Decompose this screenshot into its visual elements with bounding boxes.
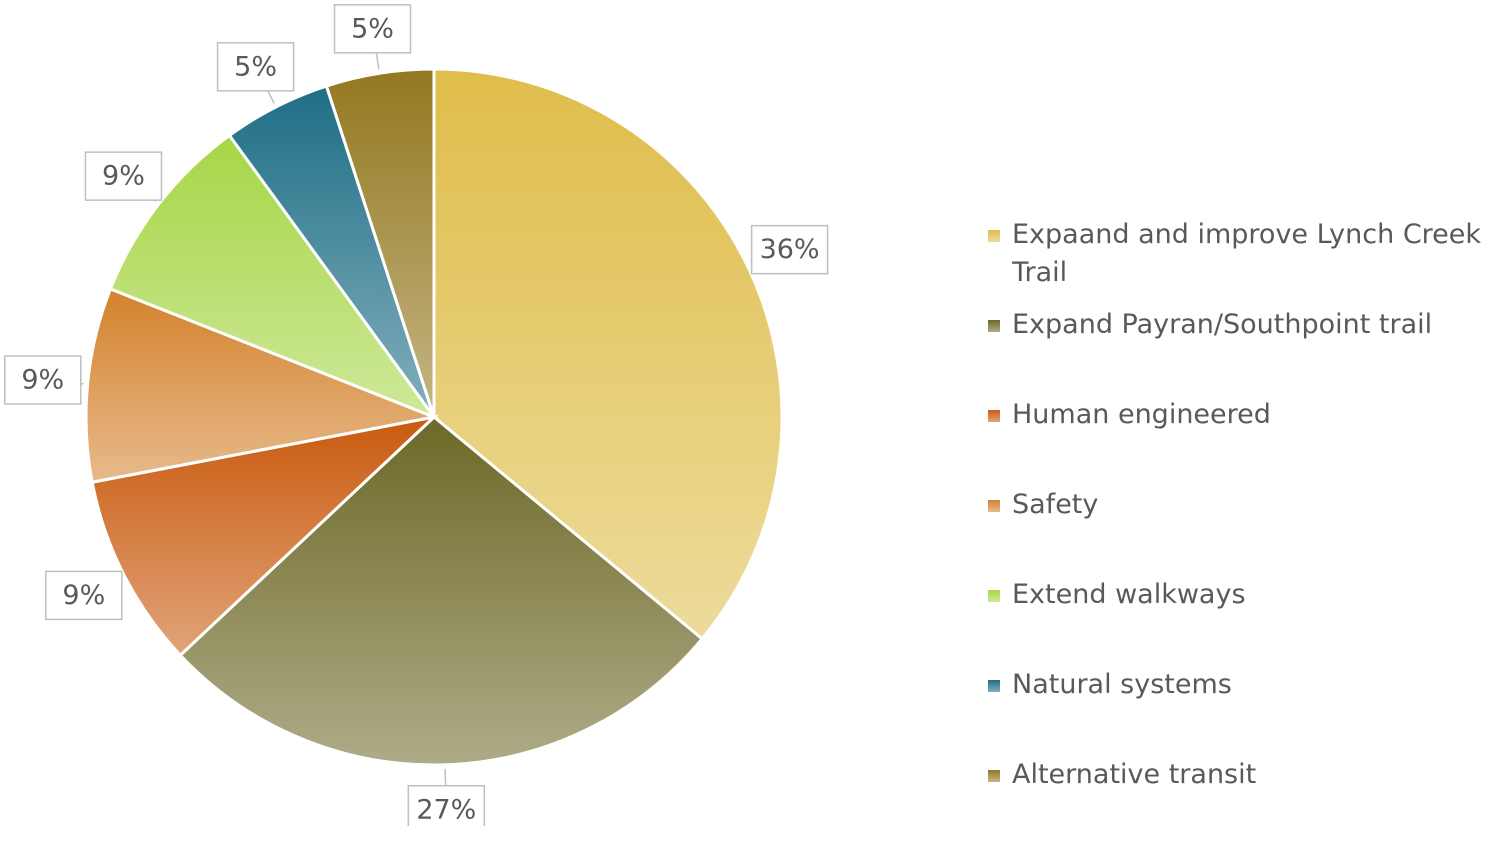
- label-box: [84, 151, 163, 201]
- data-label: 5%: [234, 51, 277, 82]
- legend-label: Expand Payran/Southpoint trail: [1012, 309, 1433, 340]
- pie-slice: [108, 133, 439, 421]
- legend-swatch: [988, 410, 1000, 422]
- data-label: 9%: [102, 161, 145, 192]
- legend-swatch: [988, 230, 1000, 242]
- pie-chart: 36% 27% 9% 9% 9% 5% 5%: [3, 4, 829, 826]
- legend-swatch: [988, 500, 1000, 512]
- legend-item: Extend walkways: [988, 576, 1488, 666]
- data-label: 36%: [760, 234, 820, 265]
- label-box: [407, 785, 486, 826]
- pie-slice: [324, 67, 436, 418]
- label-box: [3, 355, 82, 405]
- legend-label: Natural systems: [1012, 669, 1232, 700]
- legend-swatch: [988, 770, 1000, 782]
- label-leader: [444, 768, 447, 787]
- label-box: [333, 4, 412, 54]
- label-box: [750, 224, 829, 275]
- legend-item: Alternative transit: [988, 756, 1488, 846]
- pie-slice: [178, 415, 705, 767]
- legend-item: Natural systems: [988, 666, 1488, 756]
- legend-item: Expaand and improve Lynch Creek Trail: [988, 216, 1488, 306]
- pie-slice: [84, 286, 440, 484]
- legend-label: Expaand and improve Lynch Creek Trail: [1012, 219, 1482, 288]
- legend-item: Safety: [988, 486, 1488, 576]
- legend-label: Human engineered: [1012, 399, 1271, 430]
- label-leader: [375, 51, 380, 70]
- legend-label: Alternative transit: [1012, 759, 1257, 790]
- legend-swatch: [988, 320, 1000, 332]
- label-box: [45, 570, 123, 621]
- data-label: 5%: [351, 13, 394, 44]
- pie-slice: [432, 67, 784, 641]
- label-box: [216, 42, 295, 92]
- legend-swatch: [988, 590, 1000, 602]
- legend-swatch: [988, 680, 1000, 692]
- pie-slice: [90, 414, 439, 658]
- legend-label: Extend walkways: [1012, 579, 1246, 610]
- data-label: 27%: [416, 794, 476, 825]
- page: 36% 27% 9% 9% 9% 5% 5% Expaand and improve Lyn…: [3, 4, 1482, 826]
- legend-item: Human engineered: [988, 396, 1488, 486]
- legend: Expaand and improve Lynch Creek Trail Exp…: [988, 216, 1488, 846]
- data-label: 9%: [62, 580, 105, 611]
- legend-item: Expand Payran/Southpoint trail: [988, 306, 1488, 396]
- data-label: 9%: [21, 365, 64, 396]
- legend-label: Safety: [1012, 489, 1099, 520]
